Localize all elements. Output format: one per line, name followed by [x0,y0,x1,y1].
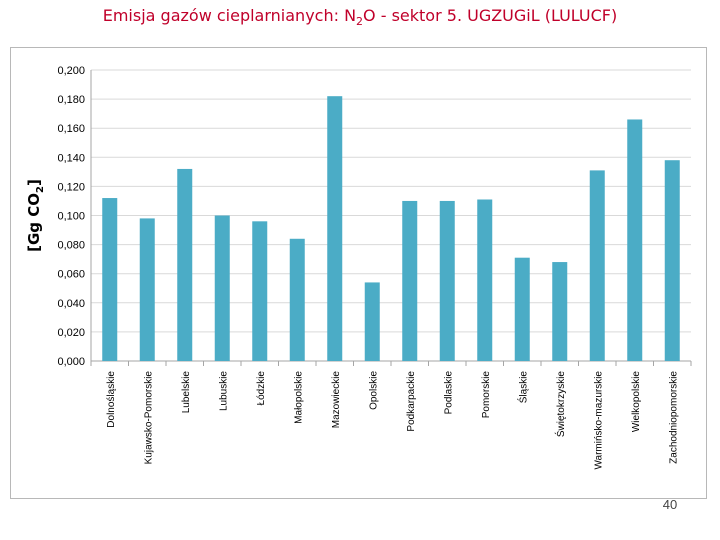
bar-12 [514,257,530,361]
bar-2 [139,218,155,361]
bar-11 [477,199,493,361]
x-category-label: Warmińsko-mazurskie [593,371,604,470]
bar-7 [327,96,343,361]
bar-13 [552,262,568,361]
y-tick-label: 0,120 [57,181,85,193]
x-category-label: Zachodniopomorskie [668,371,679,464]
x-category-label: Małopolskie [293,371,304,424]
bar-3 [177,168,193,361]
title-text-end: O - sektor 5. UGZUGiL (LULUCF) [363,6,618,25]
title-text: Emisja gazów cieplarnianych: N [102,6,357,25]
x-category-label: Łódzkie [256,371,267,406]
y-axis-label: [Gg CO2] [25,179,46,252]
chart-frame: 0,000 0,020 0,040 0,060 0,080 0,100 0,120 0,140… [10,47,707,499]
bar-9 [402,200,418,361]
y-tick-label: 0,100 [57,211,85,223]
x-category-label: Mazowieckie [331,371,342,429]
bar-10 [439,200,455,361]
x-category-label: Śląskie [516,371,529,404]
y-tick-label: 0,080 [57,240,85,252]
y-tick-label: 0,200 [57,65,85,77]
y-tick-label: 0,040 [57,298,85,310]
bar-5 [252,221,268,361]
page-number: 40 [662,497,678,512]
bar-15 [627,119,643,361]
x-category-label: Opolskie [368,371,379,410]
bar-14 [589,170,605,361]
y-tick-label: 0,180 [57,94,85,106]
y-tick-label: 0,140 [57,152,85,164]
bar-chart: 0,000 0,020 0,040 0,060 0,080 0,100 0,120 0,140… [25,65,692,470]
x-category-label: Lubelskie [181,371,192,414]
bar-1 [102,198,118,361]
x-category-label: Podkarpackie [406,371,417,432]
x-category-label: Wielkopolskie [631,371,642,433]
bar-4 [214,215,230,361]
x-category-label: Lubuskie [218,371,229,411]
x-category-label: Dolnośląskie [106,371,117,428]
bar-16 [664,160,680,361]
y-tick-label: 0,160 [57,123,85,135]
x-category-label: Pomorskie [481,371,492,419]
bar-8 [364,282,380,361]
slide-title: Emisja gazów cieplarnianych: N2O - sekto… [0,6,720,28]
x-category-label: Świętokrzyskie [554,371,567,438]
x-category-label: Podlaskie [443,371,454,415]
y-tick-label: 0,000 [57,356,85,368]
y-tick-label: 0,020 [57,327,85,339]
y-tick-label: 0,060 [57,269,85,281]
title-subscript: 2 [356,15,364,29]
x-category-label: Kujawsko-Pomorskie [143,371,154,465]
bar-6 [289,238,305,361]
